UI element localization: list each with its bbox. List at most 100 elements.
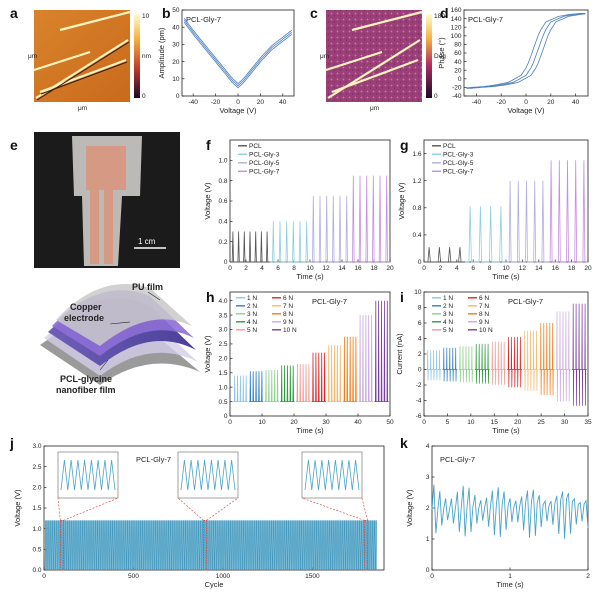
chart-b: -40 -20 0 20 40 0 10 20 30 40 50 Voltage (V) Amplitu… <box>157 7 295 115</box>
pulse-train-1-N <box>233 375 248 403</box>
y-tick-label: 8 <box>418 305 422 312</box>
panel-f: f 0 2 4 6 8 10 12 14 16 18 20 0 0.2 0.4 0.6 0.8 1.0 Time … <box>203 137 394 281</box>
legend-label: PCL-Gly-3 <box>443 152 474 159</box>
x-tick-label: 4 <box>260 265 264 272</box>
y-tick-label: 3.0 <box>32 443 41 450</box>
y-tick-label: 0.6 <box>218 198 227 205</box>
x-tick-label: 0 <box>422 265 426 272</box>
current-train-4-N <box>474 343 490 384</box>
x-tick-label: 16 <box>552 265 560 272</box>
x-tick-label: 6 <box>276 265 280 272</box>
zoom-connector <box>177 497 204 521</box>
y-tick-label: 0.0 <box>32 567 41 574</box>
y-tick-label: 1.0 <box>32 526 41 533</box>
phase-mid <box>466 13 586 89</box>
y-axis-label: Amplitude (pm) <box>157 27 166 78</box>
panel-label-h: h <box>206 289 215 305</box>
y-tick-label: 6 <box>418 320 422 327</box>
pulse-train-PCL <box>424 247 465 263</box>
legend-label: PCL-Gly-7 <box>249 169 280 176</box>
panel-label-e: e <box>10 137 18 153</box>
phase-backward <box>466 13 586 89</box>
panel-label-d: d <box>440 5 449 21</box>
y-tick-label: 0 <box>418 367 422 374</box>
amplitude-loop-3 <box>183 22 293 89</box>
legend-label: 1 N <box>247 295 257 302</box>
label-copper-1: Copper <box>70 302 102 312</box>
x-tick-label: 0 <box>524 99 528 106</box>
legend-label: 5 N <box>443 327 453 334</box>
y-axis-label: Voltage (V) <box>405 489 414 527</box>
y-tick-label: 1.5 <box>32 505 41 512</box>
pulse-train-PCL-Gly-3 <box>270 221 310 263</box>
x-tick-label: 18 <box>568 265 576 272</box>
current-train-2-N <box>442 347 458 382</box>
x-tick-label: 10 <box>306 265 314 272</box>
y-tick-label: 1.0 <box>218 158 227 165</box>
y-tick-label: -6 <box>416 413 422 420</box>
y-tick-label: 2.5 <box>32 464 41 471</box>
y-tick-label: -4 <box>416 398 422 405</box>
y-tick-label: 0.8 <box>218 178 227 185</box>
y-tick-label: 2.0 <box>32 485 41 492</box>
pulse-train-PCL-Gly-3 <box>465 206 506 263</box>
copper-electrode-square <box>86 146 126 190</box>
x-axis-label: Time (s) <box>496 580 524 589</box>
pulse-train-2-N <box>248 371 264 403</box>
x-tick-label: 25 <box>538 419 546 426</box>
zoom-inset-trace <box>60 459 116 491</box>
pulse-train-9-N <box>358 315 374 403</box>
afm-fibers <box>33 10 131 99</box>
cbar-a-top: 10 <box>142 13 150 20</box>
legend-label: 9 N <box>283 319 293 326</box>
pulse-train-5-N <box>295 364 311 403</box>
panel-e: e 1 cm PU film Copper electrode PCL-glyc… <box>10 132 200 395</box>
legend-label: 2 N <box>443 303 453 310</box>
current-train-7-N <box>523 330 539 391</box>
pulse-train-8-N <box>343 336 358 403</box>
legend-label: 6 N <box>283 295 293 302</box>
x-tick-label: 6 <box>471 265 475 272</box>
amplitude-loop-2 <box>183 18 293 85</box>
zoom-connector <box>206 497 239 521</box>
y-tick-label: 100 <box>451 33 462 40</box>
x-tick-label: 40 <box>279 99 287 106</box>
y-tick-label: 0.5 <box>32 547 41 554</box>
x-tick-label: 12 <box>519 265 527 272</box>
legend-label: PCL <box>443 143 456 150</box>
current-train-3-N <box>458 346 474 383</box>
pulse-train-7-N <box>327 345 342 403</box>
x-axis-label: Cycle <box>205 580 224 589</box>
cbar-a-unit: nm <box>142 53 151 60</box>
y-axis-label: Current (nA) <box>395 333 404 375</box>
scale-bar-label: 1 cm <box>138 237 156 246</box>
c-yaxis-unit: μm <box>320 53 329 60</box>
phase-forward <box>466 12 586 89</box>
c-xaxis-unit: μm <box>370 105 379 112</box>
current-train-6-N <box>507 336 522 388</box>
x-tick-label: 2 <box>439 265 443 272</box>
legend-label: 3 N <box>247 311 257 318</box>
label-copper-2: electrode <box>64 313 104 323</box>
y-tick-label: 1 <box>426 536 430 543</box>
zoom-connector <box>63 497 119 521</box>
y-tick-label: 20 <box>454 67 462 74</box>
a-xaxis-unit: μm <box>78 105 87 112</box>
x-axis-label: Time (s) <box>296 272 324 281</box>
device-schematic <box>40 284 200 385</box>
x-tick-label: 5 <box>446 419 450 426</box>
y-axis-label: Voltage (V) <box>397 182 406 220</box>
pulse-train-PCL-Gly-5 <box>310 195 350 263</box>
x-tick-label: 14 <box>338 265 346 272</box>
x-tick-label: 0 <box>228 419 232 426</box>
x-tick-label: -40 <box>188 99 198 106</box>
pulse-train-PCL-Gly-5 <box>506 180 547 263</box>
chart-h: 0 10 20 30 40 50 0 0.5 1.0 1.5 2.0 2.5 3.0 3.5 4.0 Time… <box>203 291 394 435</box>
y-tick-label: 0 <box>224 259 228 266</box>
panel-a: a 10 0 nm μm μm <box>10 5 151 112</box>
chart-title: PCL-Gly-7 <box>136 455 171 464</box>
x-axis-label: Time (s) <box>492 426 520 435</box>
colorbar-a <box>134 14 140 98</box>
chart-title: PCL-Gly-7 <box>312 297 347 306</box>
legend-label: 3 N <box>443 311 453 318</box>
